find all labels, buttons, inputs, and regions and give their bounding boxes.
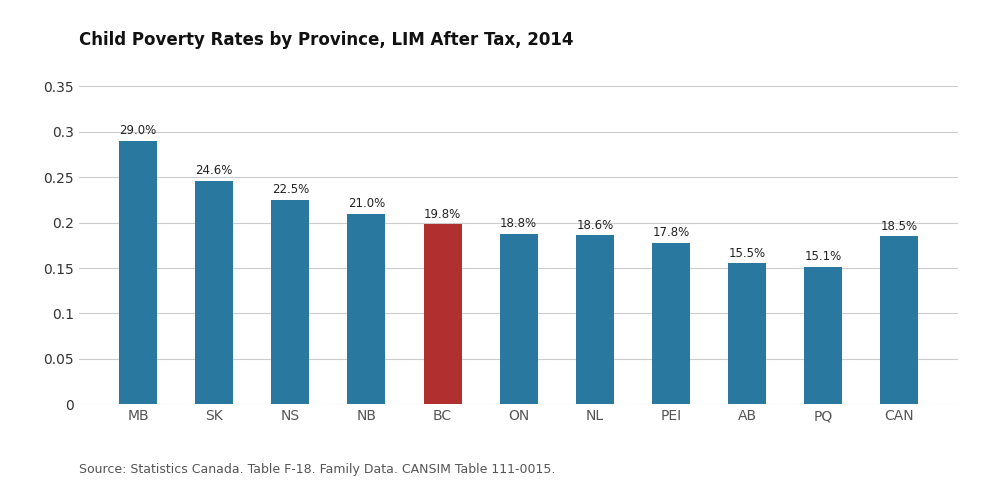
Bar [804, 267, 842, 404]
Text: 21.0%: 21.0% [348, 197, 385, 210]
Bar [500, 234, 537, 404]
Text: 15.5%: 15.5% [728, 247, 766, 260]
Text: Child Poverty Rates by Province, LIM After Tax, 2014: Child Poverty Rates by Province, LIM Aft… [79, 31, 574, 49]
Bar [196, 181, 233, 404]
Text: 24.6%: 24.6% [196, 164, 233, 177]
Text: 22.5%: 22.5% [272, 183, 309, 196]
Text: 19.8%: 19.8% [424, 208, 461, 221]
Bar [424, 224, 461, 404]
Text: 18.6%: 18.6% [576, 219, 614, 232]
Bar [880, 236, 919, 404]
Bar [119, 141, 157, 404]
Text: 15.1%: 15.1% [804, 250, 842, 263]
Bar [728, 263, 766, 404]
Text: 18.5%: 18.5% [880, 219, 918, 233]
Bar [652, 243, 690, 404]
Bar [348, 213, 385, 404]
Bar [576, 235, 614, 404]
Text: 29.0%: 29.0% [120, 124, 157, 137]
Bar [272, 200, 309, 404]
Text: 18.8%: 18.8% [500, 217, 537, 230]
Text: 17.8%: 17.8% [652, 226, 690, 239]
Text: Source: Statistics Canada. Table F-18. Family Data. CANSIM Table 111-0015.: Source: Statistics Canada. Table F-18. F… [79, 463, 555, 476]
